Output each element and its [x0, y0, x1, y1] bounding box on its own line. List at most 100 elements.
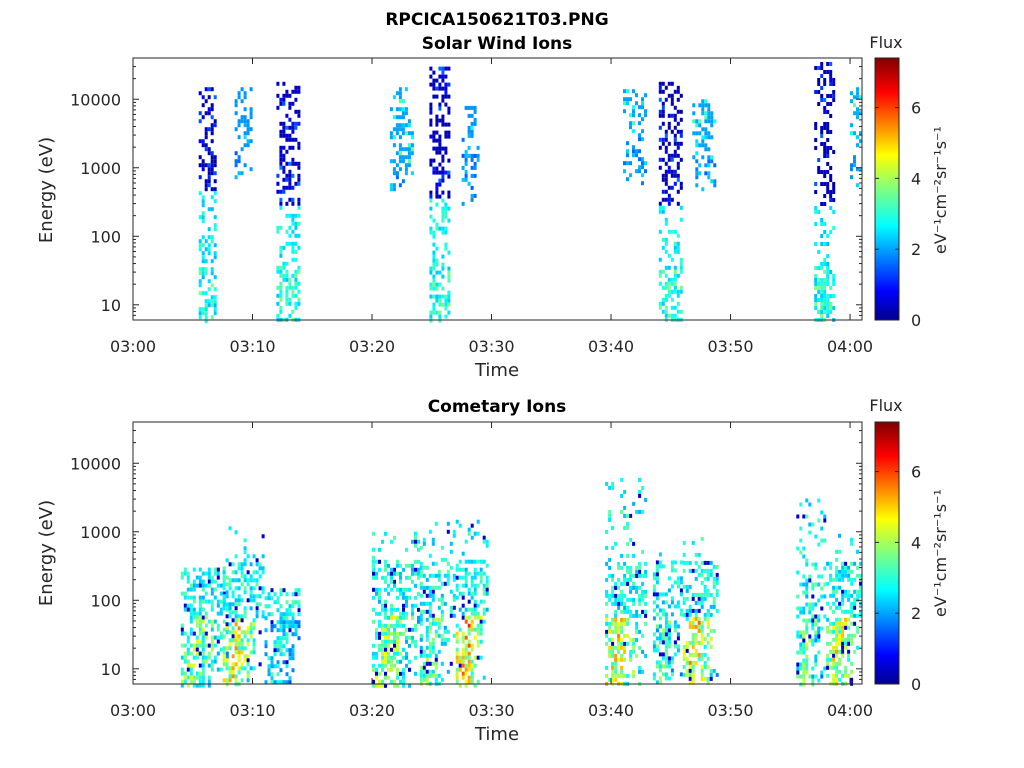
- heatmap-cell: [467, 631, 471, 636]
- heatmap-cell: [482, 535, 486, 540]
- heatmap-cell: [291, 245, 295, 250]
- heatmap-cell: [461, 655, 465, 660]
- heatmap-cell: [183, 655, 187, 660]
- heatmap-cell: [387, 627, 390, 632]
- heatmap-cell: [673, 305, 677, 310]
- heatmap-cell: [712, 580, 716, 585]
- heatmap-cell: [282, 632, 286, 637]
- heatmap-cell: [853, 155, 856, 160]
- heatmap-cell: [446, 569, 450, 574]
- heatmap-cell: [449, 605, 453, 610]
- heatmap-cell: [691, 636, 695, 641]
- heatmap-cell: [632, 501, 636, 506]
- heatmap-cell: [715, 608, 719, 613]
- heatmap-cell: [435, 146, 439, 151]
- heatmap-cell: [476, 583, 480, 588]
- heatmap-cell: [608, 509, 612, 514]
- heatmap-cell: [225, 622, 229, 627]
- heatmap-cell: [814, 126, 818, 130]
- heatmap-cell: [378, 595, 381, 600]
- heatmap-cell: [823, 306, 827, 310]
- heatmap-cell: [252, 554, 256, 559]
- heatmap-cell: [482, 599, 486, 604]
- heatmap-cell: [201, 307, 205, 312]
- heatmap-cell: [240, 562, 244, 567]
- heatmap-cell: [432, 274, 436, 279]
- heatmap-cell: [853, 601, 857, 606]
- heatmap-cell: [402, 683, 405, 688]
- heatmap-cell: [434, 673, 438, 678]
- panel-title: Solar Wind Ions: [422, 34, 573, 54]
- heatmap-cell: [441, 170, 445, 175]
- heatmap-cell: [832, 577, 836, 582]
- heatmap-cell: [438, 270, 442, 275]
- heatmap-cell: [417, 619, 420, 624]
- heatmap-cell: [856, 645, 860, 650]
- heatmap-cell: [799, 502, 803, 507]
- heatmap-cell: [679, 309, 683, 314]
- heatmap-cell: [285, 592, 289, 597]
- heatmap-cell: [614, 617, 618, 622]
- heatmap-cell: [288, 301, 292, 306]
- heatmap-cell: [393, 535, 396, 540]
- heatmap-cell: [817, 598, 821, 603]
- heatmap-cell: [826, 302, 830, 306]
- heatmap-cell: [685, 640, 689, 645]
- heatmap-cell: [255, 578, 259, 583]
- heatmap-cell: [285, 297, 289, 302]
- heatmap-cell: [697, 564, 701, 569]
- heatmap-cell: [811, 586, 815, 591]
- heatmap-cell: [255, 594, 259, 599]
- heatmap-cell: [850, 91, 853, 96]
- heatmap-cell: [707, 163, 711, 168]
- heatmap-cell: [207, 183, 211, 188]
- heatmap-cell: [441, 274, 445, 279]
- heatmap-cell: [422, 661, 426, 666]
- heatmap-cell: [658, 608, 662, 613]
- heatmap-cell: [802, 650, 806, 655]
- heatmap-cell: [207, 147, 211, 152]
- heatmap-cell: [294, 277, 298, 282]
- heatmap-cell: [641, 161, 644, 166]
- heatmap-cell: [246, 139, 250, 144]
- heatmap-cell: [431, 613, 435, 618]
- heatmap-cell: [850, 577, 854, 582]
- heatmap-cell: [198, 623, 202, 628]
- heatmap-cell: [620, 657, 624, 662]
- heatmap-cell: [464, 559, 468, 564]
- heatmap-cell: [701, 135, 705, 140]
- heatmap-cell: [186, 603, 190, 608]
- heatmap-cell: [213, 163, 217, 168]
- heatmap-cell: [856, 143, 859, 148]
- heatmap-cell: [817, 170, 821, 174]
- heatmap-cell: [715, 672, 719, 677]
- heatmap-cell: [802, 642, 806, 647]
- heatmap-cell: [832, 282, 836, 286]
- heatmap-cell: [291, 309, 295, 314]
- heatmap-cell: [817, 574, 821, 579]
- heatmap-cell: [667, 141, 671, 146]
- heatmap-cell: [428, 649, 432, 654]
- heatmap-cell: [204, 179, 208, 184]
- heatmap-cell: [270, 672, 274, 677]
- heatmap-cell: [234, 618, 238, 623]
- heatmap-cell: [605, 593, 609, 598]
- heatmap-cell: [856, 629, 860, 634]
- heatmap-cell: [288, 241, 292, 246]
- heatmap-cell: [405, 599, 408, 604]
- heatmap-cell: [210, 295, 214, 300]
- heatmap-cell: [703, 664, 707, 669]
- heatmap-cell: [455, 519, 459, 524]
- heatmap-cell: [428, 669, 432, 674]
- heatmap-cell: [186, 663, 190, 668]
- heatmap-cell: [482, 539, 486, 544]
- heatmap-cell: [799, 642, 803, 647]
- heatmap-cell: [414, 543, 417, 548]
- heatmap-cell: [667, 153, 671, 158]
- heatmap-cell: [258, 630, 262, 635]
- heatmap-cell: [658, 652, 662, 657]
- heatmap-cell: [658, 257, 662, 262]
- heatmap-cell: [661, 197, 665, 202]
- burst-6: [605, 477, 648, 686]
- colorbar-title: Flux: [869, 396, 902, 415]
